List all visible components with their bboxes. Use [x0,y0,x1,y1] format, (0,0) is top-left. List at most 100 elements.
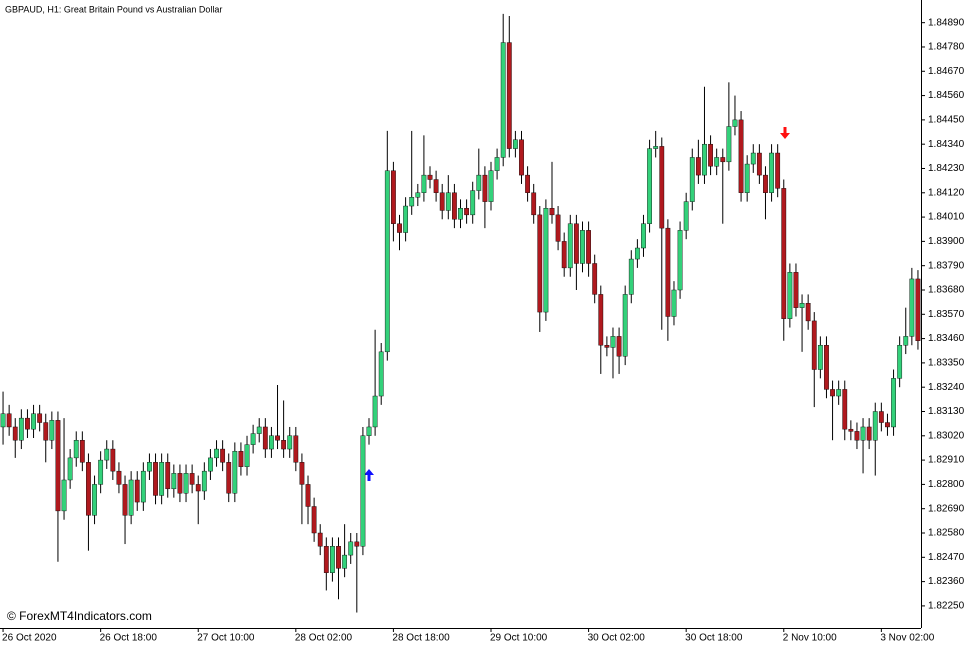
candle-body [18,417,24,441]
candle-body [488,170,494,202]
candle-body [750,152,756,165]
x-tick-label: 27 Oct 10:00 [197,633,255,644]
candle-body [580,230,585,264]
candle-body [775,152,781,189]
candle-body [287,435,293,450]
candle-body [683,201,689,231]
candle-body [214,448,219,459]
x-tick-label: 28 Oct 18:00 [392,633,450,644]
y-tick-label: 1.84010 [928,212,965,223]
y-tick-label: 1.82250 [928,601,965,612]
candle-body [330,546,335,573]
candle-body [378,351,384,397]
candle-body [464,208,469,216]
candle-body [110,448,116,472]
candle-body [878,411,884,423]
candle-body [122,484,128,516]
candle-body [781,188,787,319]
candle-body [903,336,909,346]
x-tick-label: 2 Nov 10:00 [783,633,837,644]
candle-body [61,479,67,512]
candle-body [805,303,811,322]
candle-body [372,395,378,428]
candle-body [641,223,646,249]
candle-body [769,152,774,193]
candle-body [189,473,195,485]
sell-arrow [780,127,790,139]
candle-body [165,462,171,490]
candle-body [421,174,427,193]
y-tick-label: 1.84450 [928,115,965,126]
x-tick-label: 30 Oct 18:00 [685,633,743,644]
candle-body [67,457,73,481]
candle-body [891,378,896,428]
candle-body [256,426,262,434]
candle-body [799,303,805,308]
candle-body [738,119,744,193]
candle-body [915,278,921,342]
candle-body [153,462,158,496]
candle-body [531,192,537,216]
buy-arrow [364,469,374,481]
y-tick-label: 1.84670 [928,66,965,77]
candle-body [592,263,598,295]
candle-body [561,241,567,269]
candle-body [293,435,299,463]
candle-body [665,227,671,317]
candle-body [354,541,360,547]
candle-body [573,223,579,264]
candle-body [226,462,232,494]
candle-body [92,484,97,516]
candle-body [6,413,12,428]
candle-body [159,462,165,496]
candle-body [37,413,43,423]
x-tick-label: 26 Oct 2020 [2,633,57,644]
y-tick-label: 1.84890 [928,17,965,28]
y-tick-label: 1.83680 [928,285,965,296]
candle-body [171,473,177,490]
y-tick-label: 1.83570 [928,309,965,320]
y-tick-label: 1.83130 [928,406,965,417]
watermark: © ForexMT4Indicators.com [7,609,152,623]
y-tick-label: 1.82800 [928,479,965,490]
y-tick-label: 1.84230 [928,163,965,174]
candle-body [671,289,677,317]
y-tick-label: 1.82690 [928,503,965,514]
candle-body [415,192,421,198]
candle-body [543,208,549,313]
chart-title: GBPAUD, H1: Great Britain Pound vs Austr… [5,4,222,14]
candle-body [866,426,872,441]
candle-body [433,179,439,193]
candle-body [817,345,823,370]
candle-body [384,170,390,353]
candle-body [0,413,6,428]
candle-body [512,139,518,149]
candle-body [427,174,433,180]
y-tick-label: 1.84780 [928,42,965,53]
y-tick-label: 1.82580 [928,528,965,539]
candle-body [860,426,866,441]
y-tick-label: 1.83790 [928,260,965,271]
candle-body [116,470,122,485]
candle-body [756,152,762,176]
candle-body [336,546,341,569]
candle-body [726,126,732,163]
candle-body [31,413,36,430]
candle-body [470,190,476,216]
candle-body [409,197,415,207]
candle-body [720,157,726,163]
candle-body [494,157,500,171]
candle-body [811,320,817,370]
candle-body [659,146,665,229]
x-tick-label: 28 Oct 02:00 [295,633,353,644]
candle-body [793,272,799,308]
candle-body [787,272,793,319]
candle-body [482,174,488,202]
candle-body [622,294,628,357]
candle-body [262,426,268,450]
candle-body [281,440,287,450]
candle-body [519,139,524,176]
candle-body [586,230,591,264]
